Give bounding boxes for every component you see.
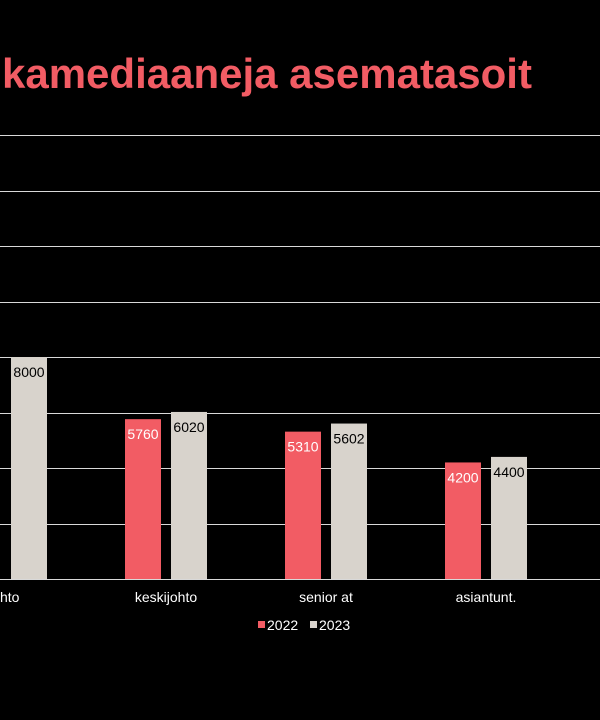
data-label: 5602 xyxy=(333,431,364,447)
data-label: 8000 xyxy=(13,364,44,380)
legend-swatch-2022 xyxy=(258,621,265,628)
data-labels: 8000 5760 6020 5310 5602 4200 4400 xyxy=(13,364,524,485)
x-tick-label: hto xyxy=(0,589,20,605)
data-label: 5760 xyxy=(127,426,158,442)
bar-2023-senior-at xyxy=(331,423,367,579)
data-label: 4400 xyxy=(493,464,524,480)
bar-2023-keskijohto xyxy=(171,411,207,579)
bar-2022-keskijohto xyxy=(125,419,161,579)
bar-2022-asiantunt- xyxy=(445,462,481,579)
data-label: 5310 xyxy=(287,439,318,455)
x-tick-label: asiantunt. xyxy=(456,589,517,605)
data-label: 6020 xyxy=(173,419,204,435)
bar-2022-senior-at xyxy=(285,431,321,579)
data-label: 4200 xyxy=(447,469,478,485)
x-tick-label: keskijohto xyxy=(135,589,197,605)
bars xyxy=(11,357,527,579)
bar-2023-asiantunt- xyxy=(491,456,527,579)
legend-label-2022: 2022 xyxy=(267,617,298,633)
x-axis-tick-labels: hto keskijohto senior at asiantunt. xyxy=(0,589,516,605)
bar-2023-hto xyxy=(11,357,47,579)
legend-label-2023: 2023 xyxy=(319,617,350,633)
chart-title: kamediaaneja asematasoit xyxy=(2,50,532,97)
legend-swatch-2023 xyxy=(310,621,317,628)
legend: 2022 2023 xyxy=(258,617,350,633)
x-tick-label: senior at xyxy=(299,589,353,605)
